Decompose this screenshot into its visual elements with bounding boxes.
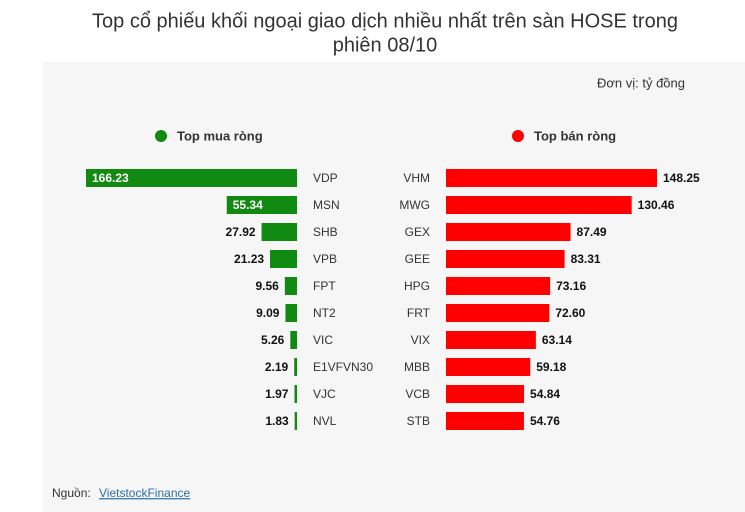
category-label: FPT: [313, 279, 336, 293]
value-label: 9.56: [256, 279, 280, 293]
value-label: 54.84: [530, 387, 560, 401]
value-label: 5.26: [261, 333, 285, 347]
bar: [86, 169, 297, 187]
bar: [446, 277, 551, 295]
value-label: 1.83: [265, 414, 289, 428]
legend-label: Top mua ròng: [177, 128, 263, 143]
bar: [261, 223, 297, 241]
legend-marker: [512, 130, 524, 142]
bar: [446, 412, 524, 430]
category-label: VPB: [313, 252, 337, 266]
chart-title: phiên 08/10: [333, 34, 438, 56]
bar: [290, 331, 297, 349]
category-label: NT2: [313, 306, 336, 320]
chart-title: Top cổ phiếu khối ngoại giao dịch nhiều …: [92, 10, 678, 32]
value-label: 59.18: [536, 360, 566, 374]
category-label: MWG: [399, 198, 430, 212]
bar: [284, 277, 297, 295]
bar: [446, 358, 531, 376]
value-label: 73.16: [556, 279, 586, 293]
category-label: MBB: [404, 360, 430, 374]
bar: [294, 412, 297, 430]
legend-label: Top bán ròng: [534, 128, 616, 143]
value-label: 27.92: [226, 225, 256, 239]
bar: [285, 304, 297, 322]
category-label: HPG: [404, 279, 430, 293]
bar: [446, 331, 536, 349]
bar: [294, 358, 297, 376]
category-label: FRT: [407, 306, 431, 320]
category-label: MSN: [313, 198, 340, 212]
category-label: E1VFVN30: [313, 360, 373, 374]
bar: [446, 304, 550, 322]
bar: [446, 169, 657, 187]
category-label: VHM: [403, 171, 430, 185]
source-label: Nguồn:: [52, 486, 91, 500]
value-label: 148.25: [663, 171, 700, 185]
category-label: STB: [407, 414, 430, 428]
value-label: 72.60: [555, 306, 585, 320]
value-label: 63.14: [542, 333, 572, 347]
bar: [294, 385, 297, 403]
value-label: 1.97: [265, 387, 289, 401]
value-label: 54.76: [530, 414, 560, 428]
category-label: VCB: [405, 387, 430, 401]
value-label: 9.09: [256, 306, 280, 320]
category-label: SHB: [313, 225, 338, 239]
category-label: VIC: [313, 333, 333, 347]
bar: [446, 223, 571, 241]
unit-note: Đơn vị: tỷ đồng: [597, 75, 685, 90]
value-label: 55.34: [233, 198, 263, 212]
source-link[interactable]: VietstockFinance: [99, 486, 190, 500]
bar: [226, 196, 297, 214]
value-label: 87.49: [577, 225, 607, 239]
value-label: 21.23: [234, 252, 264, 266]
category-label: VJC: [313, 387, 336, 401]
category-label: VIX: [411, 333, 430, 347]
value-label: 2.19: [265, 360, 289, 374]
value-label: 166.23: [92, 171, 129, 185]
category-label: NVL: [313, 414, 337, 428]
value-label: 130.46: [638, 198, 675, 212]
bar: [270, 250, 297, 268]
bar: [446, 385, 525, 403]
category-label: GEX: [405, 225, 430, 239]
legend-marker: [155, 130, 167, 142]
value-label: 83.31: [571, 252, 601, 266]
bar: [446, 250, 565, 268]
panel: [43, 62, 745, 512]
category-label: GEE: [405, 252, 430, 266]
bar: [446, 196, 632, 214]
category-label: VDP: [313, 171, 338, 185]
